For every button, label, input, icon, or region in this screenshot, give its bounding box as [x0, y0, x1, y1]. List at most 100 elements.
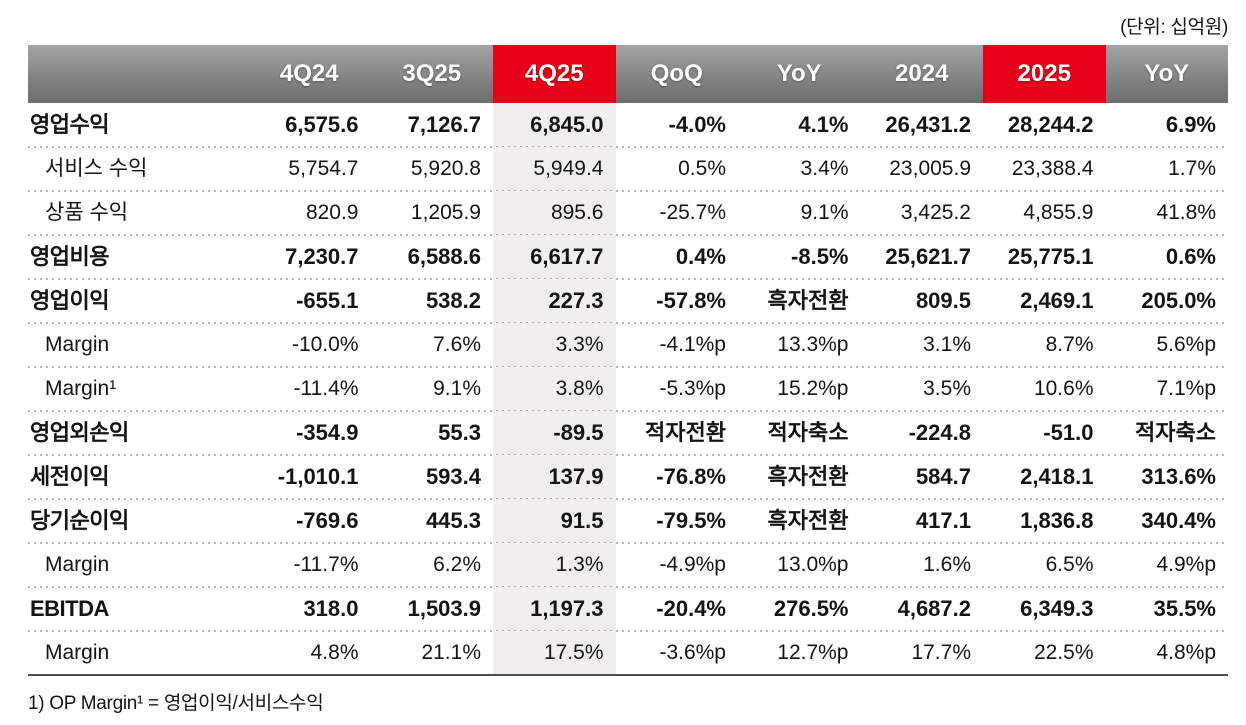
column-header-4q25: 4Q25: [493, 45, 616, 103]
cell: -354.9: [296, 420, 359, 445]
cell: 91.5: [493, 499, 616, 543]
table-row-영업이익: 영업이익 -655.1 538.2 227.3 -57.8% 흑자전환 809.5 2,469…: [28, 279, 1228, 324]
footnote: 1) OP Margin¹ = 영업이익/서비스수익: [28, 693, 324, 714]
cell: 6,349.3: [1020, 596, 1094, 621]
cell: -79.5%: [656, 508, 726, 533]
unit-label: (단위: 십억원): [1120, 17, 1228, 38]
cell: 593.4: [425, 464, 481, 489]
column-header-qoq: QoQ: [650, 60, 703, 87]
cell: 13.3%p: [777, 333, 849, 356]
cell: 23,005.9: [889, 157, 971, 180]
column-header-2025: 2025: [983, 45, 1106, 103]
cell: 205.0%: [1141, 288, 1216, 313]
cell: 3,425.2: [900, 201, 971, 224]
cell: 4.8%p: [1156, 641, 1216, 664]
cell: 1.7%: [1168, 157, 1216, 180]
cell: -10.0%: [291, 333, 359, 356]
cell: 137.9: [493, 455, 616, 499]
cell: -1,010.1: [277, 464, 359, 489]
cell: 6.5%: [1045, 553, 1094, 576]
cell: 10.6%: [1033, 377, 1094, 400]
cell: 9.1%: [433, 377, 481, 400]
cell: 809.5: [915, 288, 971, 313]
column-header-blank: [28, 45, 248, 103]
table-row-margin: Margin 4.8% 21.1% 17.5% -3.6%p 12.7%p 17.7% 22.…: [28, 631, 1228, 676]
cell: 1,205.9: [410, 201, 481, 224]
table-body: 영업수익 6,575.6 7,126.7 6,845.0 -4.0% 4.1% 26,431…: [28, 103, 1228, 676]
cell: 4.8%: [310, 641, 359, 664]
cell: 17.7%: [911, 641, 971, 664]
cell: 25,775.1: [1007, 244, 1094, 269]
table-row-ebitda: EBITDA 318.0 1,503.9 1,197.3 -20.4% 276.5% 4,6…: [28, 587, 1228, 632]
cell: -655.1: [296, 288, 359, 313]
cell: -20.4%: [656, 596, 726, 621]
row-label: EBITDA: [30, 596, 109, 621]
cell: 21.1%: [421, 641, 481, 664]
row-label: 영업수익: [30, 112, 109, 137]
cell: -51.0: [1043, 420, 1094, 445]
cell: 적자전환: [645, 420, 726, 445]
cell: 1,836.8: [1020, 508, 1094, 533]
row-label: 상품 수익: [45, 201, 129, 224]
cell: 445.3: [425, 508, 481, 533]
cell: -57.8%: [656, 288, 726, 313]
cell: 26,431.2: [885, 112, 971, 137]
cell: 6,575.6: [285, 112, 359, 137]
cell: 1.3%: [493, 543, 616, 587]
cell: 13.0%p: [777, 553, 849, 576]
cell: -8.5%: [791, 244, 849, 269]
cell: 318.0: [303, 596, 359, 621]
table-row-세전이익: 세전이익 -1,010.1 593.4 137.9 -76.8% 흑자전환 584.7 2,4…: [28, 455, 1228, 500]
cell: 적자축소: [767, 420, 849, 445]
cell: -76.8%: [656, 464, 726, 489]
cell: 35.5%: [1153, 596, 1216, 621]
cell: 25,621.7: [885, 244, 971, 269]
cell: 4,687.2: [897, 596, 971, 621]
cell: 1,503.9: [407, 596, 481, 621]
cell: 3.3%: [493, 323, 616, 367]
income-statement-table: 4Q24 3Q25 4Q25 QoQ YoY 2024 2025 YoY 영업수익 6,575.…: [28, 45, 1228, 676]
table-row-당기순이익: 당기순이익 -769.6 445.3 91.5 -79.5% 흑자전환 417.1 1,836…: [28, 499, 1228, 544]
cell: 7.6%: [433, 333, 481, 356]
cell: 6.2%: [433, 553, 481, 576]
table-row-상품-수익: 상품 수익 820.9 1,205.9 895.6 -25.7% 9.1% 3,425.2 4…: [28, 191, 1228, 236]
cell: 276.5%: [773, 596, 849, 621]
row-label: Margin: [45, 553, 110, 576]
cell: 4,855.9: [1023, 201, 1094, 224]
cell: 2,418.1: [1020, 464, 1094, 489]
cell: 23,388.4: [1011, 157, 1094, 180]
cell: 12.7%p: [777, 641, 849, 664]
table-row-영업외손익: 영업외손익 -354.9 55.3 -89.5 적자전환 적자축소 -224.8 -51.0 적…: [28, 411, 1228, 456]
cell: -5.3%p: [659, 377, 726, 400]
cell: 15.2%p: [777, 377, 849, 400]
table-header-row: 4Q24 3Q25 4Q25 QoQ YoY 2024 2025 YoY: [28, 45, 1228, 103]
cell: -11.4%: [293, 377, 359, 400]
column-header-yoy: YoY: [1144, 60, 1190, 87]
cell: 1,197.3: [493, 587, 616, 631]
cell: 17.5%: [493, 631, 616, 675]
row-label: 영업외손익: [30, 420, 129, 445]
cell: -3.6%p: [659, 641, 726, 664]
cell: -4.1%p: [659, 333, 726, 356]
cell: 5,949.4: [493, 147, 616, 191]
row-label: Margin: [45, 641, 110, 664]
cell: 5,920.8: [410, 157, 481, 180]
cell: -4.0%: [668, 112, 726, 137]
cell: 4.1%: [798, 112, 849, 137]
cell: 7.1%p: [1156, 377, 1216, 400]
cell: 흑자전환: [767, 288, 849, 313]
cell: 6.9%: [1165, 112, 1216, 137]
cell: 8.7%: [1045, 333, 1094, 356]
cell: 55.3: [438, 420, 481, 445]
cell: 22.5%: [1033, 641, 1094, 664]
cell: 흑자전환: [767, 508, 849, 533]
cell: 6,845.0: [493, 103, 616, 147]
table-row-margin: Margin -10.0% 7.6% 3.3% -4.1%p 13.3%p 3.1% 8.7%…: [28, 323, 1228, 368]
column-header-2024: 2024: [895, 60, 949, 87]
row-label: Margin: [45, 333, 110, 356]
row-label: 서비스 수익: [45, 157, 148, 180]
cell: 6,617.7: [493, 235, 616, 279]
cell: -224.8: [908, 420, 971, 445]
cell: 3.1%: [923, 333, 971, 356]
